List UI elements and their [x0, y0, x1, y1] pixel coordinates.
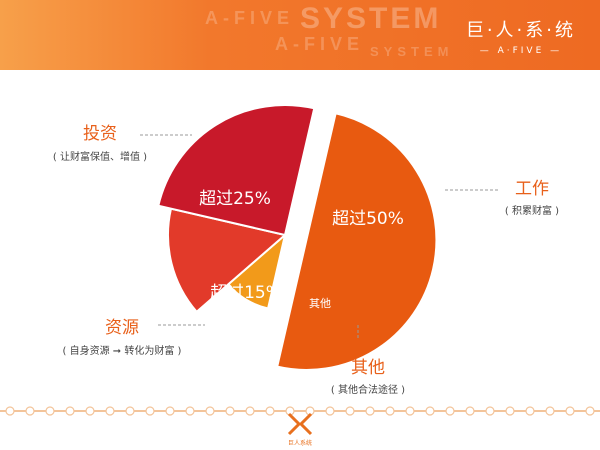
- annotation-sub-other: ( 其他合法途径 ): [331, 383, 405, 396]
- annotation-sub-resource: ( 自身资源 ➞ 转化为财富 ): [63, 344, 182, 357]
- pie-slice-resource: [167, 207, 288, 314]
- pie-slice-work: [275, 112, 438, 371]
- watermark-text: A-FIVE: [205, 8, 295, 28]
- pie-slice-invest: [157, 104, 316, 237]
- annotation-title-resource: 资源: [105, 318, 139, 338]
- footer-brand-text: 巨人系统: [287, 440, 312, 447]
- footer-pattern: [0, 404, 600, 418]
- watermark-text: SYSTEM: [370, 44, 454, 59]
- watermark-text: SYSTEM: [300, 2, 442, 35]
- slice-label-invest: 超过25%: [199, 189, 271, 209]
- slice-label-resource: 超过15%: [210, 283, 282, 303]
- brand-logo: 巨·人·系·统 — A·FIVE —: [466, 16, 576, 56]
- slice-label-work: 超过50%: [332, 209, 404, 229]
- pie-slices: [157, 104, 438, 371]
- annotation-leaders: [140, 134, 500, 340]
- annotation-title-invest: 投资: [83, 124, 117, 144]
- footer-logo-icon: [287, 412, 313, 436]
- annotation-title-other: 其他: [351, 358, 385, 378]
- brand-subtitle: — A·FIVE —: [479, 46, 563, 56]
- annotation-title-work: 工作: [515, 179, 549, 199]
- slice-label-other: 其他: [309, 297, 331, 310]
- header-banner: A-FIVE SYSTEM A-FIVE SYSTEM 巨·人·系·统 — A·…: [0, 0, 600, 70]
- annotation-sub-work: ( 积累财富 ): [505, 204, 559, 217]
- brand-name: 巨·人·系·统: [465, 20, 576, 41]
- watermark-text: A-FIVE: [275, 34, 365, 54]
- annotation-sub-invest: ( 让财富保值、增值 ): [53, 150, 147, 163]
